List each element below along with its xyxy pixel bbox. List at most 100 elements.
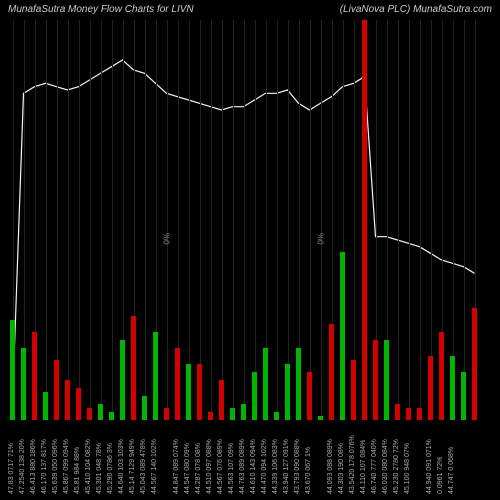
gridline	[321, 20, 322, 420]
x-tick-label: 45.81 984 88%	[74, 447, 81, 494]
gridline	[310, 20, 311, 420]
volume-bar	[351, 360, 356, 420]
x-tick-label: 44.567 076 089%	[217, 439, 224, 494]
volume-bar	[142, 396, 147, 420]
volume-bar	[461, 372, 466, 420]
x-tick-label: 44.339 106 083%	[272, 439, 279, 494]
x-tick-label: 44.563 107 09%	[228, 443, 235, 494]
volume-bar	[329, 324, 334, 420]
volume-bar	[87, 408, 92, 420]
volume-bar	[428, 356, 433, 420]
gridline	[398, 20, 399, 420]
volume-bar	[395, 404, 400, 420]
gridline	[79, 20, 80, 420]
gridline	[112, 20, 113, 420]
x-tick-label: 45.410 104 082%	[85, 439, 92, 494]
x-tick-label: 45.230 2780 72%	[393, 439, 400, 494]
volume-bar	[186, 364, 191, 420]
zero-marker: 0%	[316, 233, 325, 245]
gridline	[211, 20, 212, 420]
volume-bar	[450, 356, 455, 420]
x-tick-label: 45.14 7129 949%	[129, 439, 136, 494]
volume-bar	[274, 412, 279, 420]
volume-bar	[76, 388, 81, 420]
gridline	[167, 20, 168, 420]
x-tick-label: 44.093 088 089%	[327, 439, 334, 494]
x-tick-label: 46.170 137 817%	[41, 439, 48, 494]
x-tick-label: 46.413 880 186%	[30, 439, 37, 494]
volume-bar	[241, 404, 246, 420]
x-tick-label: 45.867 099 094%	[63, 439, 70, 494]
volume-bar	[120, 340, 125, 420]
x-tick-label: 46.030 080 084%	[382, 439, 389, 494]
x-tick-label: 44.567 140 102%	[151, 439, 158, 494]
volume-bar	[65, 380, 70, 420]
x-tick-label: 44.510 097 088%	[206, 439, 213, 494]
gridline	[145, 20, 146, 420]
gridline	[288, 20, 289, 420]
volume-bar	[362, 20, 367, 420]
chart-header: MunafaSutra Money Flow Charts for LIVN (…	[0, 4, 500, 15]
gridline	[189, 20, 190, 420]
gridline	[255, 20, 256, 420]
x-tick-label: 44.847 089 074%	[173, 439, 180, 494]
x-tick-label: 47.2540 138 20%	[19, 439, 26, 494]
x-tick-label: 44.303 190 08%	[338, 443, 345, 494]
volume-bar	[43, 392, 48, 420]
x-tick-label: 45.100 948 07%	[404, 443, 411, 494]
x-axis-labels: 47.83 0717 71% 47.2540 138 20% 46.413 880 …	[8, 420, 492, 500]
volume-bar	[252, 372, 257, 420]
zero-marker: 0%	[162, 233, 171, 245]
volume-bar	[373, 340, 378, 420]
volume-bar	[98, 404, 103, 420]
volume-bar	[296, 348, 301, 420]
gridline	[200, 20, 201, 420]
x-tick-label: 44.610 143 094%	[250, 439, 257, 494]
volume-bar	[472, 308, 477, 420]
gridline	[101, 20, 102, 420]
title-right: (LivaNova PLC) MunafaSutra.com	[340, 4, 492, 15]
gridline	[90, 20, 91, 420]
x-tick-label: 43.793 090 088%	[294, 439, 301, 494]
x-tick-label: 44.470 094 102%	[261, 439, 268, 494]
volume-bar	[21, 348, 26, 420]
x-tick-label: 45.290 0786 3%	[107, 443, 114, 494]
x-tick-label: 46.740 777 040%	[371, 439, 378, 494]
volume-bar	[32, 332, 37, 420]
volume-bar	[197, 364, 202, 420]
volume-bar	[307, 372, 312, 420]
volume-bar	[263, 348, 268, 420]
volume-bar	[109, 412, 114, 420]
gridline	[46, 20, 47, 420]
volume-bar	[340, 252, 345, 420]
x-tick-label: 47.83 0717 71%	[8, 443, 15, 494]
volume-bar	[54, 360, 59, 420]
gridline	[233, 20, 234, 420]
volume-bar	[175, 348, 180, 420]
x-tick-label: 44.640 103 103%	[118, 439, 125, 494]
chart-container: MunafaSutra Money Flow Charts for LIVN (…	[0, 0, 500, 500]
x-tick-label: 43.670 067 1%	[305, 447, 312, 494]
chart-area: 0% 0%	[8, 20, 492, 420]
volume-bar	[153, 332, 158, 420]
volume-bar	[131, 316, 136, 420]
volume-bar	[208, 412, 213, 420]
x-tick-label: 44.547 080 09%	[184, 443, 191, 494]
volume-bar	[406, 408, 411, 420]
gridline	[420, 20, 421, 420]
x-tick-label: 45.301 048 78%	[96, 443, 103, 494]
volume-bar	[417, 408, 422, 420]
gridline	[244, 20, 245, 420]
gridline	[222, 20, 223, 420]
volume-bar	[230, 408, 235, 420]
x-tick-label: 43.5420 178 076%	[349, 435, 356, 494]
gridline	[277, 20, 278, 420]
x-tick-label: 44.287 078 08%	[195, 443, 202, 494]
gridline	[464, 20, 465, 420]
x-tick-label: 44.110 107 084%	[360, 440, 367, 494]
x-tick-label: 45.043 089 478%	[140, 439, 147, 494]
volume-bar	[384, 340, 389, 420]
volume-bar	[439, 332, 444, 420]
volume-bar	[10, 320, 15, 420]
x-tick-label: 44.747 0 068%	[448, 447, 455, 494]
